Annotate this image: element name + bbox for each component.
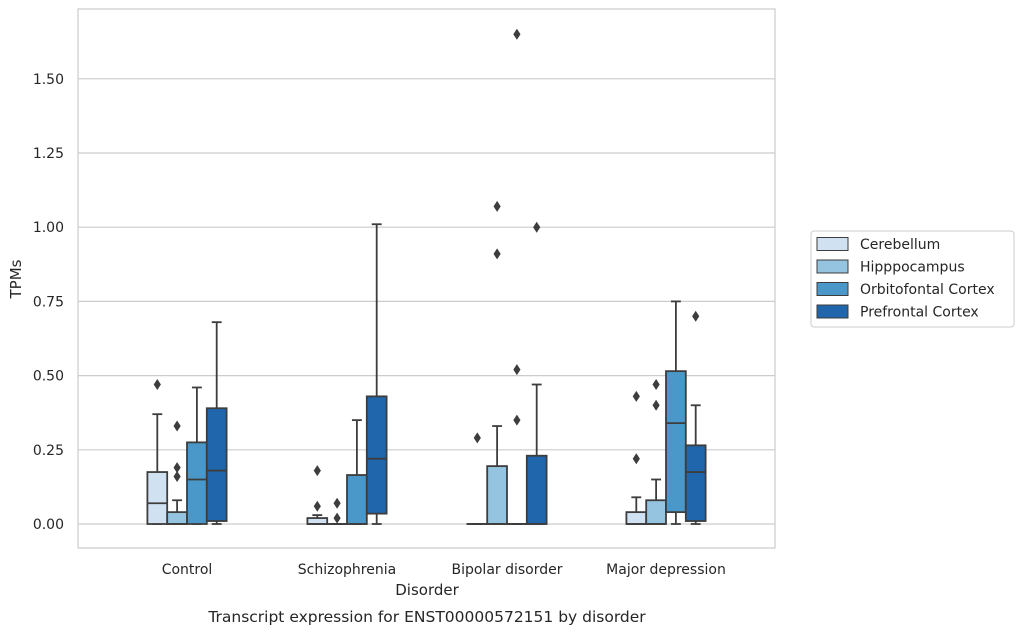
- outlier-point: [334, 513, 341, 524]
- box-iqr: [626, 512, 646, 524]
- y-tick-label: 0.00: [33, 517, 64, 533]
- x-tick-label: Major depression: [606, 562, 726, 578]
- y-tick-label: 0.25: [33, 443, 64, 459]
- outlier-point: [513, 415, 520, 426]
- legend-label: Cerebellum: [860, 237, 940, 253]
- outlier-point: [513, 29, 520, 40]
- y-tick-labels: 0.00 0.25 0.50 0.75 1.00 1.25 1.50: [33, 72, 64, 533]
- box-iqr: [527, 456, 547, 524]
- x-axis-label: Disorder: [395, 581, 459, 599]
- x-tick-label: Bipolar disorder: [451, 562, 562, 578]
- box-0-2: [467, 432, 487, 524]
- outlier-point: [653, 379, 660, 390]
- box-1-1: [327, 498, 347, 524]
- box-iqr: [686, 445, 706, 521]
- legend-swatch: [817, 260, 848, 273]
- box-3-1: [367, 224, 387, 524]
- box-iqr: [666, 371, 686, 512]
- legend-label: Prefrontal Cortex: [860, 305, 979, 321]
- box-iqr: [646, 500, 666, 524]
- box-iqr: [487, 466, 507, 524]
- box-0-0: [147, 379, 167, 524]
- box-iqr: [187, 442, 207, 524]
- legend-swatch: [817, 305, 848, 318]
- y-axis-label: TPMs: [7, 259, 25, 299]
- legend-label: Orbitofontal Cortex: [860, 282, 995, 298]
- legend-swatch: [817, 238, 848, 251]
- box-0-1: [307, 465, 327, 524]
- box-iqr: [367, 396, 387, 513]
- x-tick-labels: Control Schizophrenia Bipolar disorder Majo…: [162, 562, 726, 578]
- box-3-0: [207, 322, 227, 524]
- box-1-0: [167, 421, 187, 524]
- outlier-point: [533, 222, 540, 233]
- legend-swatch: [817, 283, 848, 296]
- outlier-point: [513, 364, 520, 375]
- outlier-point: [633, 391, 640, 402]
- box-iqr: [207, 408, 227, 521]
- box-iqr: [147, 472, 167, 524]
- box-2-1: [347, 420, 367, 524]
- outlier-point: [174, 421, 181, 432]
- box-3-2: [527, 222, 547, 524]
- y-tick-label: 1.50: [33, 72, 64, 88]
- outlier-point: [692, 311, 699, 322]
- outlier-point: [653, 400, 660, 411]
- chart-title: Transcript expression for ENST0000057215…: [207, 608, 646, 626]
- legend: Cerebellum Hipppocampus Orbitofontal Corte…: [811, 231, 1014, 327]
- box-2-0: [187, 387, 207, 524]
- y-tick-label: 0.75: [33, 294, 64, 310]
- y-tick-label: 1.00: [33, 220, 64, 236]
- y-tick-label: 0.50: [33, 369, 64, 385]
- y-tick-label: 1.25: [33, 146, 64, 162]
- legend-label: Hipppocampus: [860, 260, 965, 276]
- outlier-point: [494, 201, 501, 212]
- box-2-3: [666, 301, 686, 524]
- outlier-point: [174, 462, 181, 473]
- box-1-3: [646, 379, 666, 524]
- outlier-point: [314, 465, 321, 476]
- x-tick-label: Control: [162, 562, 213, 578]
- outlier-point: [633, 453, 640, 464]
- box-1-2: [487, 201, 507, 524]
- outlier-point: [334, 498, 341, 509]
- outlier-point: [314, 501, 321, 512]
- box-iqr: [167, 512, 187, 524]
- x-tick-label: Schizophrenia: [298, 562, 396, 578]
- outlier-point: [474, 432, 481, 443]
- outlier-point: [154, 379, 161, 390]
- outlier-point: [494, 248, 501, 259]
- box-3-3: [686, 311, 706, 524]
- box-iqr: [347, 475, 367, 524]
- box-0-3: [626, 391, 646, 524]
